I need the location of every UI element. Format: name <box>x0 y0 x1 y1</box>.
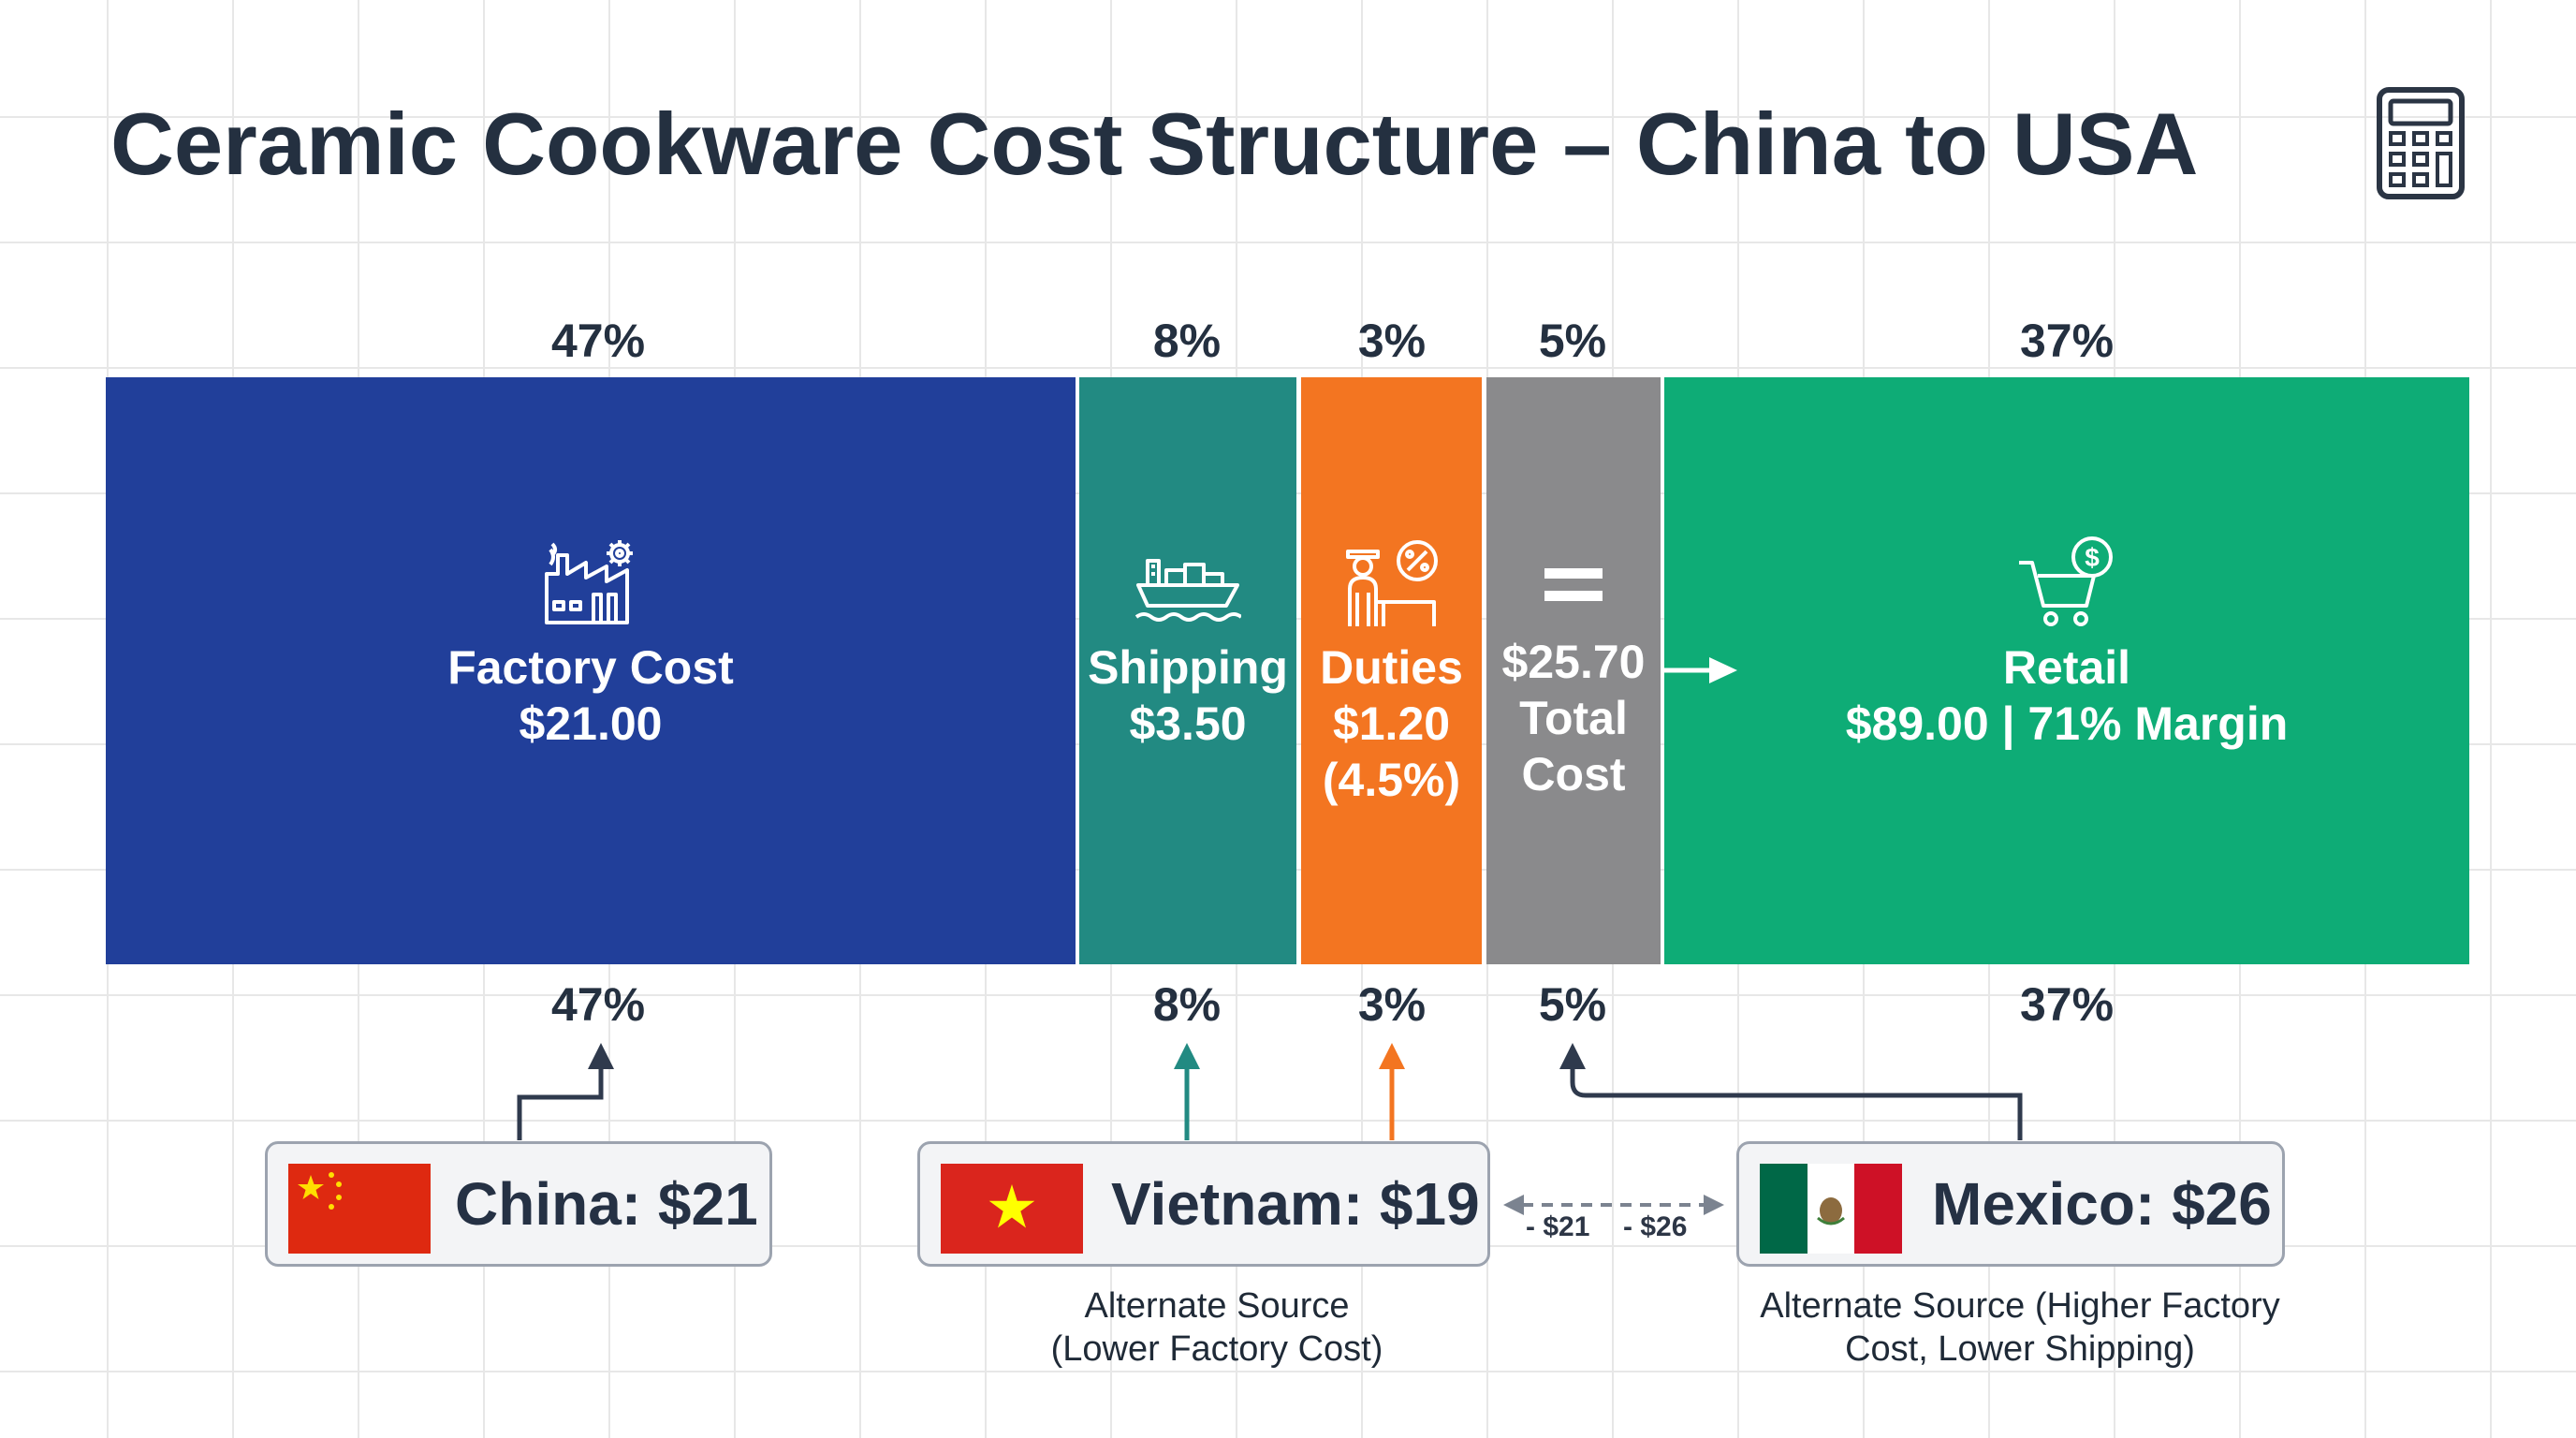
factory-cost-percent-bottom: 47% <box>550 978 646 1031</box>
shipping-percent-bottom: 8% <box>1152 978 1222 1031</box>
retail-label: Retail <box>2002 641 2131 694</box>
duties-rate: (4.5%) <box>1322 754 1461 806</box>
chart-title: Ceramic Cookware Cost Structure – China … <box>110 95 2199 193</box>
vietnam-note-line1: Alternate Source <box>1084 1286 1350 1326</box>
calculator-icon <box>2377 87 2465 199</box>
shipping-label: Shipping <box>1088 641 1288 694</box>
total-cost-label: Total <box>1519 692 1628 744</box>
factory-cost-label: Factory Cost <box>447 641 734 694</box>
duties-bar: Duties $1.20 (4.5%) <box>1301 377 1482 964</box>
customs-officer-icon <box>1345 540 1438 626</box>
mexico-source-label: Mexico: $26 <box>1932 1170 2272 1238</box>
vietnam-source-label: Vietnam: $19 <box>1111 1170 1480 1238</box>
total-cost-percent-bottom: 5% <box>1538 978 1607 1031</box>
cargo-ship-icon <box>1134 559 1241 622</box>
mexico-note-line1: Alternate Source (Higher Factory <box>1760 1286 2280 1326</box>
mexico-note: Alternate Source (Higher Factory Cost, L… <box>1692 1284 2348 1371</box>
comparison-arrow <box>1503 1195 1724 1215</box>
vietnam-source-box: Vietnam: $19 <box>917 1141 1490 1267</box>
vietnam-flag-icon <box>941 1164 1083 1254</box>
factory-cost-bar: Factory Cost $21.00 <box>106 377 1076 964</box>
vietnam-note-line2: (Lower Factory Cost) <box>1050 1329 1383 1369</box>
shipping-bar: Shipping $3.50 <box>1079 377 1296 964</box>
factory-cost-value: $21.00 <box>519 697 663 750</box>
comparison-diff-right: - $26 <box>1623 1211 1688 1242</box>
china-source-label: China: $21 <box>455 1170 758 1238</box>
retail-bar: $ Retail $89.00 | 71% Margin <box>1664 377 2469 964</box>
duties-label: Duties <box>1320 641 1463 694</box>
total-to-retail-arrow <box>1662 657 1737 683</box>
mexico-flag-icon <box>1760 1164 1902 1254</box>
retail-percent-bottom: 37% <box>2019 978 2115 1031</box>
duties-percent-top: 3% <box>1357 315 1427 367</box>
retail-percent-top: 37% <box>2019 315 2115 367</box>
shipping-percent-top: 8% <box>1152 315 1222 367</box>
factory-icon <box>545 540 633 624</box>
total-cost-value: $25.70 <box>1501 636 1646 688</box>
shopping-cart-dollar-icon: $ <box>2019 536 2113 626</box>
mexico-note-line2: Cost, Lower Shipping) <box>1845 1329 2195 1369</box>
shipping-value: $3.50 <box>1129 697 1247 750</box>
vietnam-note: Alternate Source (Lower Factory Cost) <box>936 1284 1498 1371</box>
total-cost-percent-top: 5% <box>1538 315 1607 367</box>
china-source-box: China: $21 <box>265 1141 772 1267</box>
retail-value: $89.00 | 71% Margin <box>1845 697 2289 750</box>
equals-icon <box>1544 568 1603 601</box>
factory-cost-percent-top: 47% <box>550 315 646 367</box>
svg-text:$: $ <box>2085 543 2100 572</box>
mexico-arrow <box>1559 1043 2023 1140</box>
duties-value: $1.20 <box>1332 697 1451 750</box>
china-flag-icon <box>288 1164 431 1254</box>
mexico-source-box: Mexico: $26 <box>1736 1141 2285 1267</box>
total-cost-label-line2: Cost <box>1521 748 1626 800</box>
duties-arrow <box>1379 1043 1405 1140</box>
duties-percent-bottom: 3% <box>1357 978 1427 1031</box>
china-arrow <box>517 1043 614 1140</box>
total-cost-bar: $25.70 Total Cost <box>1486 377 1661 964</box>
comparison-diff-left: - $21 <box>1526 1211 1590 1242</box>
vietnam-arrow <box>1174 1043 1200 1140</box>
